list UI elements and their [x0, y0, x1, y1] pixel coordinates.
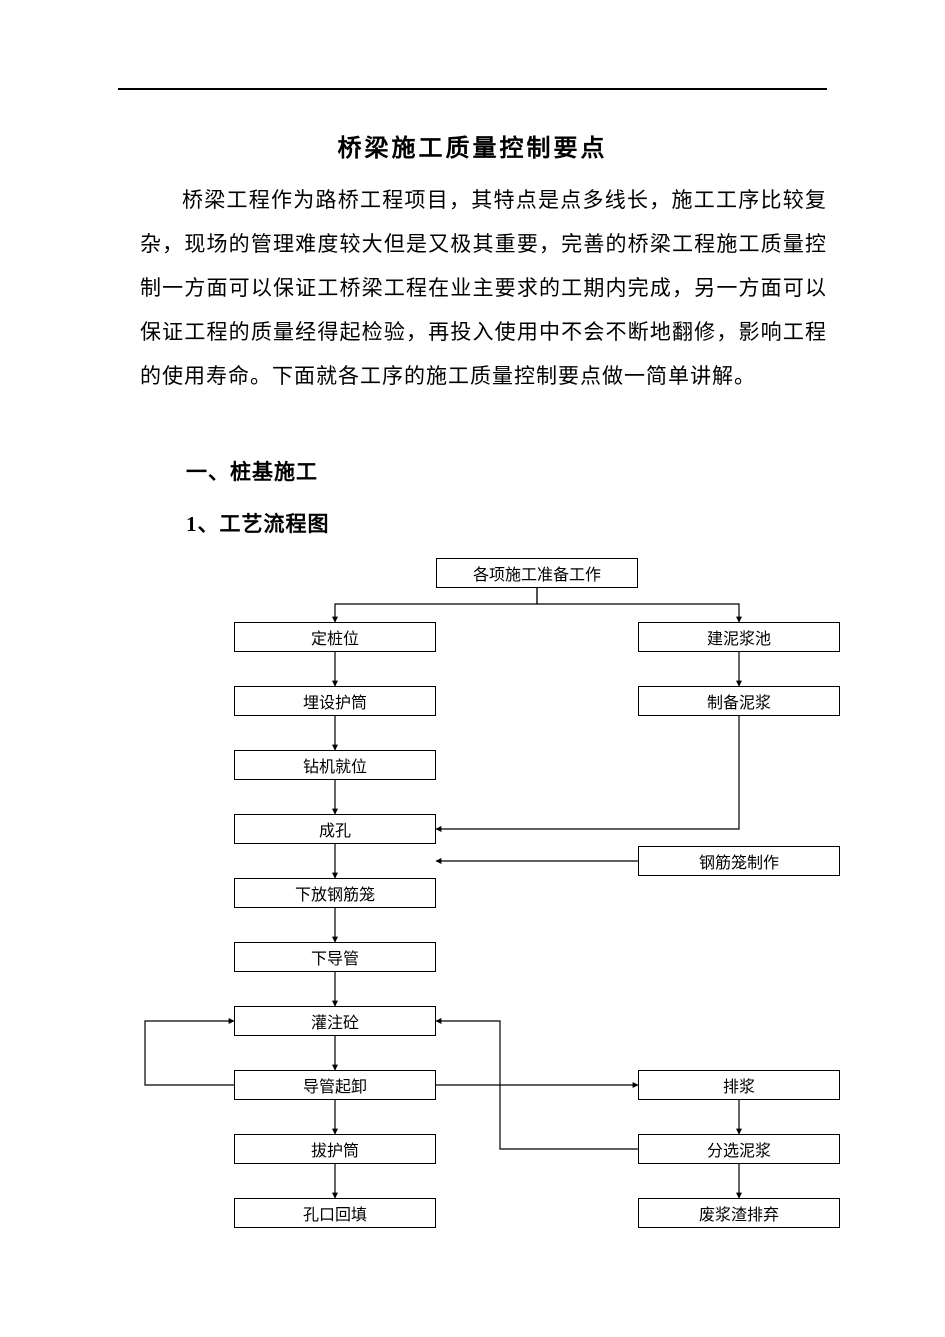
flow-node-cage: 钢筋笼制作: [638, 846, 840, 876]
flow-node-waste: 废浆渣排弃: [638, 1198, 840, 1228]
flow-node-pos: 定桩位: [234, 622, 436, 652]
intro-paragraph: 桥梁工程作为路桥工程项目，其特点是点多线长，施工工序比较复杂，现场的管理难度较大…: [140, 178, 827, 398]
flow-node-pour: 灌注砼: [234, 1006, 436, 1036]
flow-node-fill: 孔口回填: [234, 1198, 436, 1228]
section-heading-1: 一、桩基施工: [186, 456, 318, 486]
flow-node-pool: 建泥浆池: [638, 622, 840, 652]
process-flowchart: 各项施工准备工作定桩位 建泥浆池埋设护筒 制备泥浆钻机就位成孔钢筋笼制作下放钢筋笼下…: [0, 548, 945, 1288]
document-page: 桥梁施工质量控制要点 桥梁工程作为路桥工程项目，其特点是点多线长，施工工序比较复…: [0, 0, 945, 1337]
top-rule: [118, 88, 827, 90]
flow-edge: [436, 716, 739, 829]
flow-node-disch: 排浆: [638, 1070, 840, 1100]
flow-node-casing: 埋设护筒: [234, 686, 436, 716]
flow-node-rig: 钻机就位: [234, 750, 436, 780]
page-title: 桥梁施工质量控制要点: [0, 128, 945, 163]
flow-node-prep: 各项施工准备工作: [436, 558, 638, 588]
flow-edge: [145, 1021, 234, 1085]
flowchart-edges: [0, 548, 945, 1288]
flow-edge: [335, 588, 537, 622]
flow-edge: [537, 588, 739, 622]
flow-node-lift: 导管起卸: [234, 1070, 436, 1100]
flow-node-tremie: 下导管: [234, 942, 436, 972]
flow-node-slurry: 制备泥浆: [638, 686, 840, 716]
flow-node-lower: 下放钢筋笼: [234, 878, 436, 908]
flow-node-pull: 拔护筒: [234, 1134, 436, 1164]
section-heading-2: 1、工艺流程图: [186, 508, 330, 538]
flow-node-hole: 成孔: [234, 814, 436, 844]
flow-node-sep: 分选泥浆: [638, 1134, 840, 1164]
